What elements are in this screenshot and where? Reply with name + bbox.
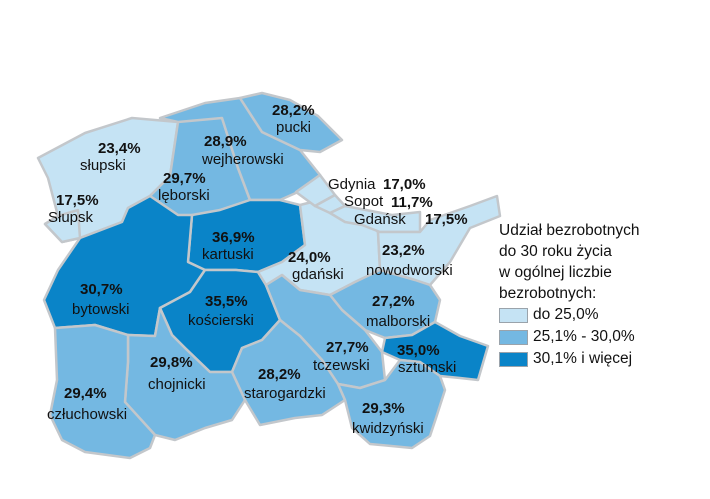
name-leborski: lęborski — [158, 187, 210, 204]
value-bytowski: 30,7% — [80, 281, 123, 298]
value-wejherowski: 28,9% — [204, 133, 247, 150]
legend: Udział bezrobotnych do 30 roku życia w o… — [499, 220, 704, 370]
legend-title-line: Udział bezrobotnych — [499, 222, 640, 239]
name-gdansk: Gdańsk — [354, 211, 406, 228]
name-kwidzynski: kwidzyński — [352, 420, 424, 437]
name-gdynia: Gdynia — [328, 176, 376, 193]
legend-item-high: 30,1% i więcej — [499, 348, 704, 370]
legend-item-mid: 25,1% - 30,0% — [499, 326, 704, 348]
name-sztumski: sztumski — [398, 359, 456, 376]
value-pucki: 28,2% — [272, 102, 315, 119]
name-gdanski: gdański — [292, 266, 344, 283]
value-sopot: 11,7% — [391, 194, 433, 211]
value-sztumski: 35,0% — [397, 342, 440, 359]
name-koscierski: kościerski — [188, 312, 254, 329]
value-nowodworski: 23,2% — [382, 242, 425, 259]
name-bytowski: bytowski — [72, 301, 130, 318]
legend-swatch-mid — [499, 329, 528, 345]
name-slupski: słupski — [80, 157, 126, 174]
region-czluchowski — [48, 323, 157, 460]
value-gdansk: 17,5% — [425, 211, 468, 228]
legend-title-line: bezrobotnych: — [499, 285, 597, 302]
value-kartuski: 36,9% — [212, 229, 255, 246]
legend-item-low: do 25,0% — [499, 304, 704, 326]
name-wejherowski: wejherowski — [201, 151, 284, 168]
legend-title: Udział bezrobotnych do 30 roku życia w o… — [499, 220, 704, 304]
value-slupsk: 17,5% — [56, 192, 99, 209]
legend-label-high: 30,1% i więcej — [533, 350, 633, 367]
name-sopot: Sopot — [344, 193, 384, 210]
region-starogardzki — [230, 318, 347, 427]
value-czluchowski: 29,4% — [64, 385, 107, 402]
region-kwidzynski — [336, 358, 447, 450]
name-pucki: pucki — [276, 119, 311, 136]
legend-swatch-low — [499, 307, 528, 323]
name-nowodworski: nowodworski — [366, 262, 453, 279]
name-malborski: malborski — [366, 313, 430, 330]
value-slupski: 23,4% — [98, 140, 141, 157]
value-chojnicki: 29,8% — [150, 354, 193, 371]
name-tczewski: tczewski — [313, 357, 370, 374]
value-gdanski: 24,0% — [288, 249, 331, 266]
name-starogardzki: starogardzki — [244, 385, 326, 402]
value-kwidzynski: 29,3% — [362, 400, 405, 417]
legend-label-low: do 25,0% — [533, 306, 599, 323]
value-koscierski: 35,5% — [205, 293, 248, 310]
name-czluchowski: człuchowski — [47, 406, 127, 423]
value-tczewski: 27,7% — [326, 339, 369, 356]
region-sztumski — [380, 320, 490, 382]
legend-swatch-high — [499, 351, 528, 367]
name-slupsk: Słupsk — [48, 209, 94, 226]
value-leborski: 29,7% — [163, 170, 206, 187]
legend-title-line: w ogólnej liczbie — [499, 264, 612, 281]
name-chojnicki: chojnicki — [148, 376, 206, 393]
name-kartuski: kartuski — [202, 246, 254, 263]
region-pucki — [238, 91, 344, 154]
value-malborski: 27,2% — [372, 293, 415, 310]
legend-title-line: do 30 roku życia — [499, 243, 612, 260]
region-slupsk — [43, 208, 82, 244]
value-starogardzki: 28,2% — [258, 366, 301, 383]
legend-label-mid: 25,1% - 30,0% — [533, 328, 635, 345]
labels: 28,2% pucki 28,9% wejherowski 23,4% słup… — [47, 102, 468, 437]
value-gdynia: 17,0% — [383, 176, 426, 193]
